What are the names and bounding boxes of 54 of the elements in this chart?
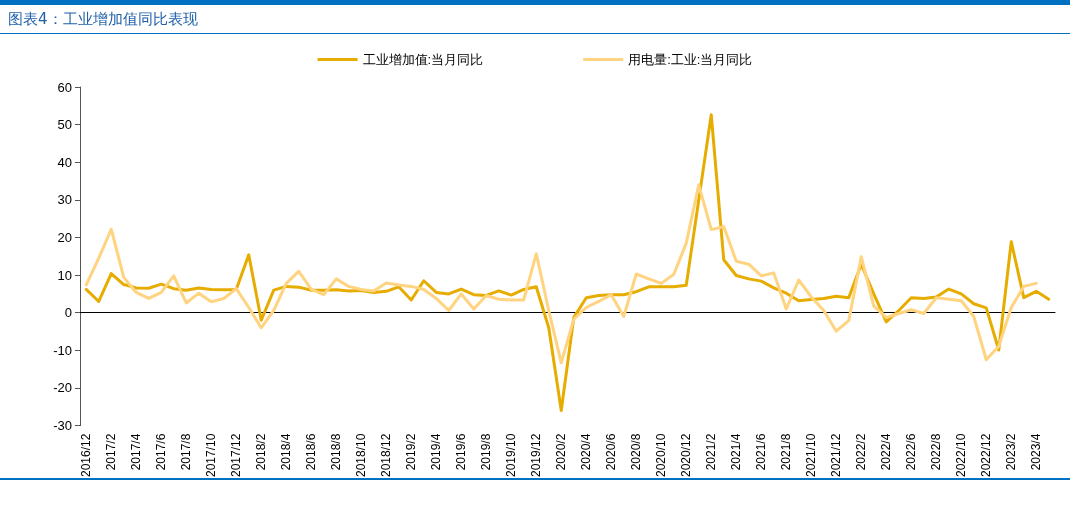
x-tick-label: 2022/10 [954,433,969,478]
x-tick-label: 2017/6 [154,433,169,471]
x-tick-label: 2022/6 [904,433,919,471]
y-tick-label: 20 [57,230,72,245]
x-tick-label: 2018/8 [329,433,344,471]
x-tick-label: 2019/6 [454,433,469,471]
x-tick-label: 2021/8 [779,433,794,471]
x-tick-label: 2018/6 [304,433,319,471]
x-tick-label: 2019/4 [429,433,444,471]
x-tick-label: 2023/4 [1029,433,1044,471]
y-tick-label: -20 [53,380,72,396]
y-tick-label: 30 [57,192,72,208]
y-tick-label: 60 [57,79,72,95]
x-tick-label: 2021/2 [704,433,719,471]
x-tick-label: 2017/12 [229,433,244,478]
y-tick-label: 40 [57,154,72,170]
x-tick-label: 2020/6 [604,433,619,471]
line-series [84,113,1051,413]
x-tick-label: 2019/12 [529,433,544,478]
y-tick-label: 0 [64,305,72,321]
x-tick-label: 2020/8 [629,433,644,471]
x-tick-label: 2017/8 [179,433,194,471]
y-tick-label: -10 [53,342,72,358]
x-tick-label: 2016/12 [79,433,94,478]
x-tick-label: 2023/2 [1004,433,1019,471]
x-tick-label: 2022/4 [879,433,894,471]
x-tick-label: 2020/2 [554,433,569,471]
x-tick-label: 2019/8 [479,433,494,471]
x-tick-label: 2019/10 [504,433,519,478]
x-tick-label: 2021/6 [754,433,769,471]
x-tick-label: 2018/10 [354,433,369,478]
y-tick-label: 50 [57,117,72,133]
y-tick-label: 10 [57,267,72,283]
x-tick-label: 2021/12 [829,433,844,478]
chart-title: 图表4：工业增加值同比表现 [0,0,1070,34]
line-series [84,183,1038,365]
x-tick-label: 2021/4 [729,433,744,471]
x-tick-label: 2018/2 [254,433,269,471]
legend-label: 工业增加值:当月同比 [362,52,484,67]
x-tick-label: 2022/2 [854,433,869,471]
x-tick-label: 2017/4 [129,433,144,471]
x-tick-label: 2020/10 [654,433,669,478]
y-tick-label: -30 [53,418,72,434]
x-tick-label: 2022/12 [979,433,994,478]
x-tick-label: 2020/4 [579,433,594,471]
x-tick-label: 2019/2 [404,433,419,471]
x-tick-label: 2017/10 [204,433,219,478]
legend-label: 用电量:工业:当月同比 [628,52,753,67]
x-tick-label: 2021/10 [804,433,819,478]
x-tick-label: 2017/2 [104,433,119,471]
x-tick-label: 2018/12 [379,433,394,478]
x-tick-label: 2020/12 [679,433,694,478]
x-tick-label: 2018/4 [279,433,294,471]
x-tick-label: 2022/8 [929,433,944,471]
